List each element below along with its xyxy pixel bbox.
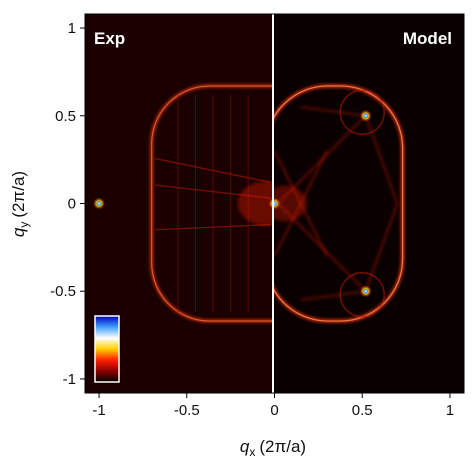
ring-model-lower [339, 272, 385, 318]
x-axis-label: qx (2π/a) [240, 437, 306, 459]
ring-model-upper [339, 89, 385, 135]
hot-spot [93, 197, 106, 210]
contour-model-core [273, 85, 404, 322]
panel-label-model: Model [403, 29, 452, 48]
panel-label-exp: Exp [94, 29, 125, 48]
colorbar-gradient [94, 315, 120, 383]
y-axis: 1 0.5 0 -0.5 -1 [50, 20, 85, 388]
y-tick-label: -1 [63, 371, 76, 388]
streak-model [364, 115, 399, 204]
glow-model-center [273, 185, 308, 222]
streak-model [300, 290, 366, 301]
heatmap-exp [150, 84, 273, 323]
x-tick-label: 0 [270, 402, 278, 419]
x-tick-label: -1 [92, 402, 105, 419]
contour-exp-core [151, 85, 273, 322]
y-tick-label: 1 [68, 20, 76, 37]
y-tick-label: 0.5 [55, 108, 76, 125]
streak-model [364, 203, 399, 292]
glow-exp-center [237, 181, 273, 226]
colorbar [94, 315, 120, 383]
streak-model [300, 106, 366, 117]
x-axis: -1 -0.5 0 0.5 1 [92, 393, 454, 419]
hot-spot [268, 197, 281, 210]
y-tick-label: -0.5 [50, 283, 76, 300]
y-axis-label: qy(2π/a) [9, 171, 31, 237]
hot-spots [93, 109, 372, 298]
hot-spot [359, 109, 372, 122]
x-tick-label: 1 [446, 402, 454, 419]
hot-spot [359, 285, 372, 298]
x-tick-label: -0.5 [174, 402, 200, 419]
y-tick-label: 0 [68, 196, 76, 213]
heatmap-model [273, 84, 405, 323]
x-tick-label: 0.5 [352, 402, 373, 419]
